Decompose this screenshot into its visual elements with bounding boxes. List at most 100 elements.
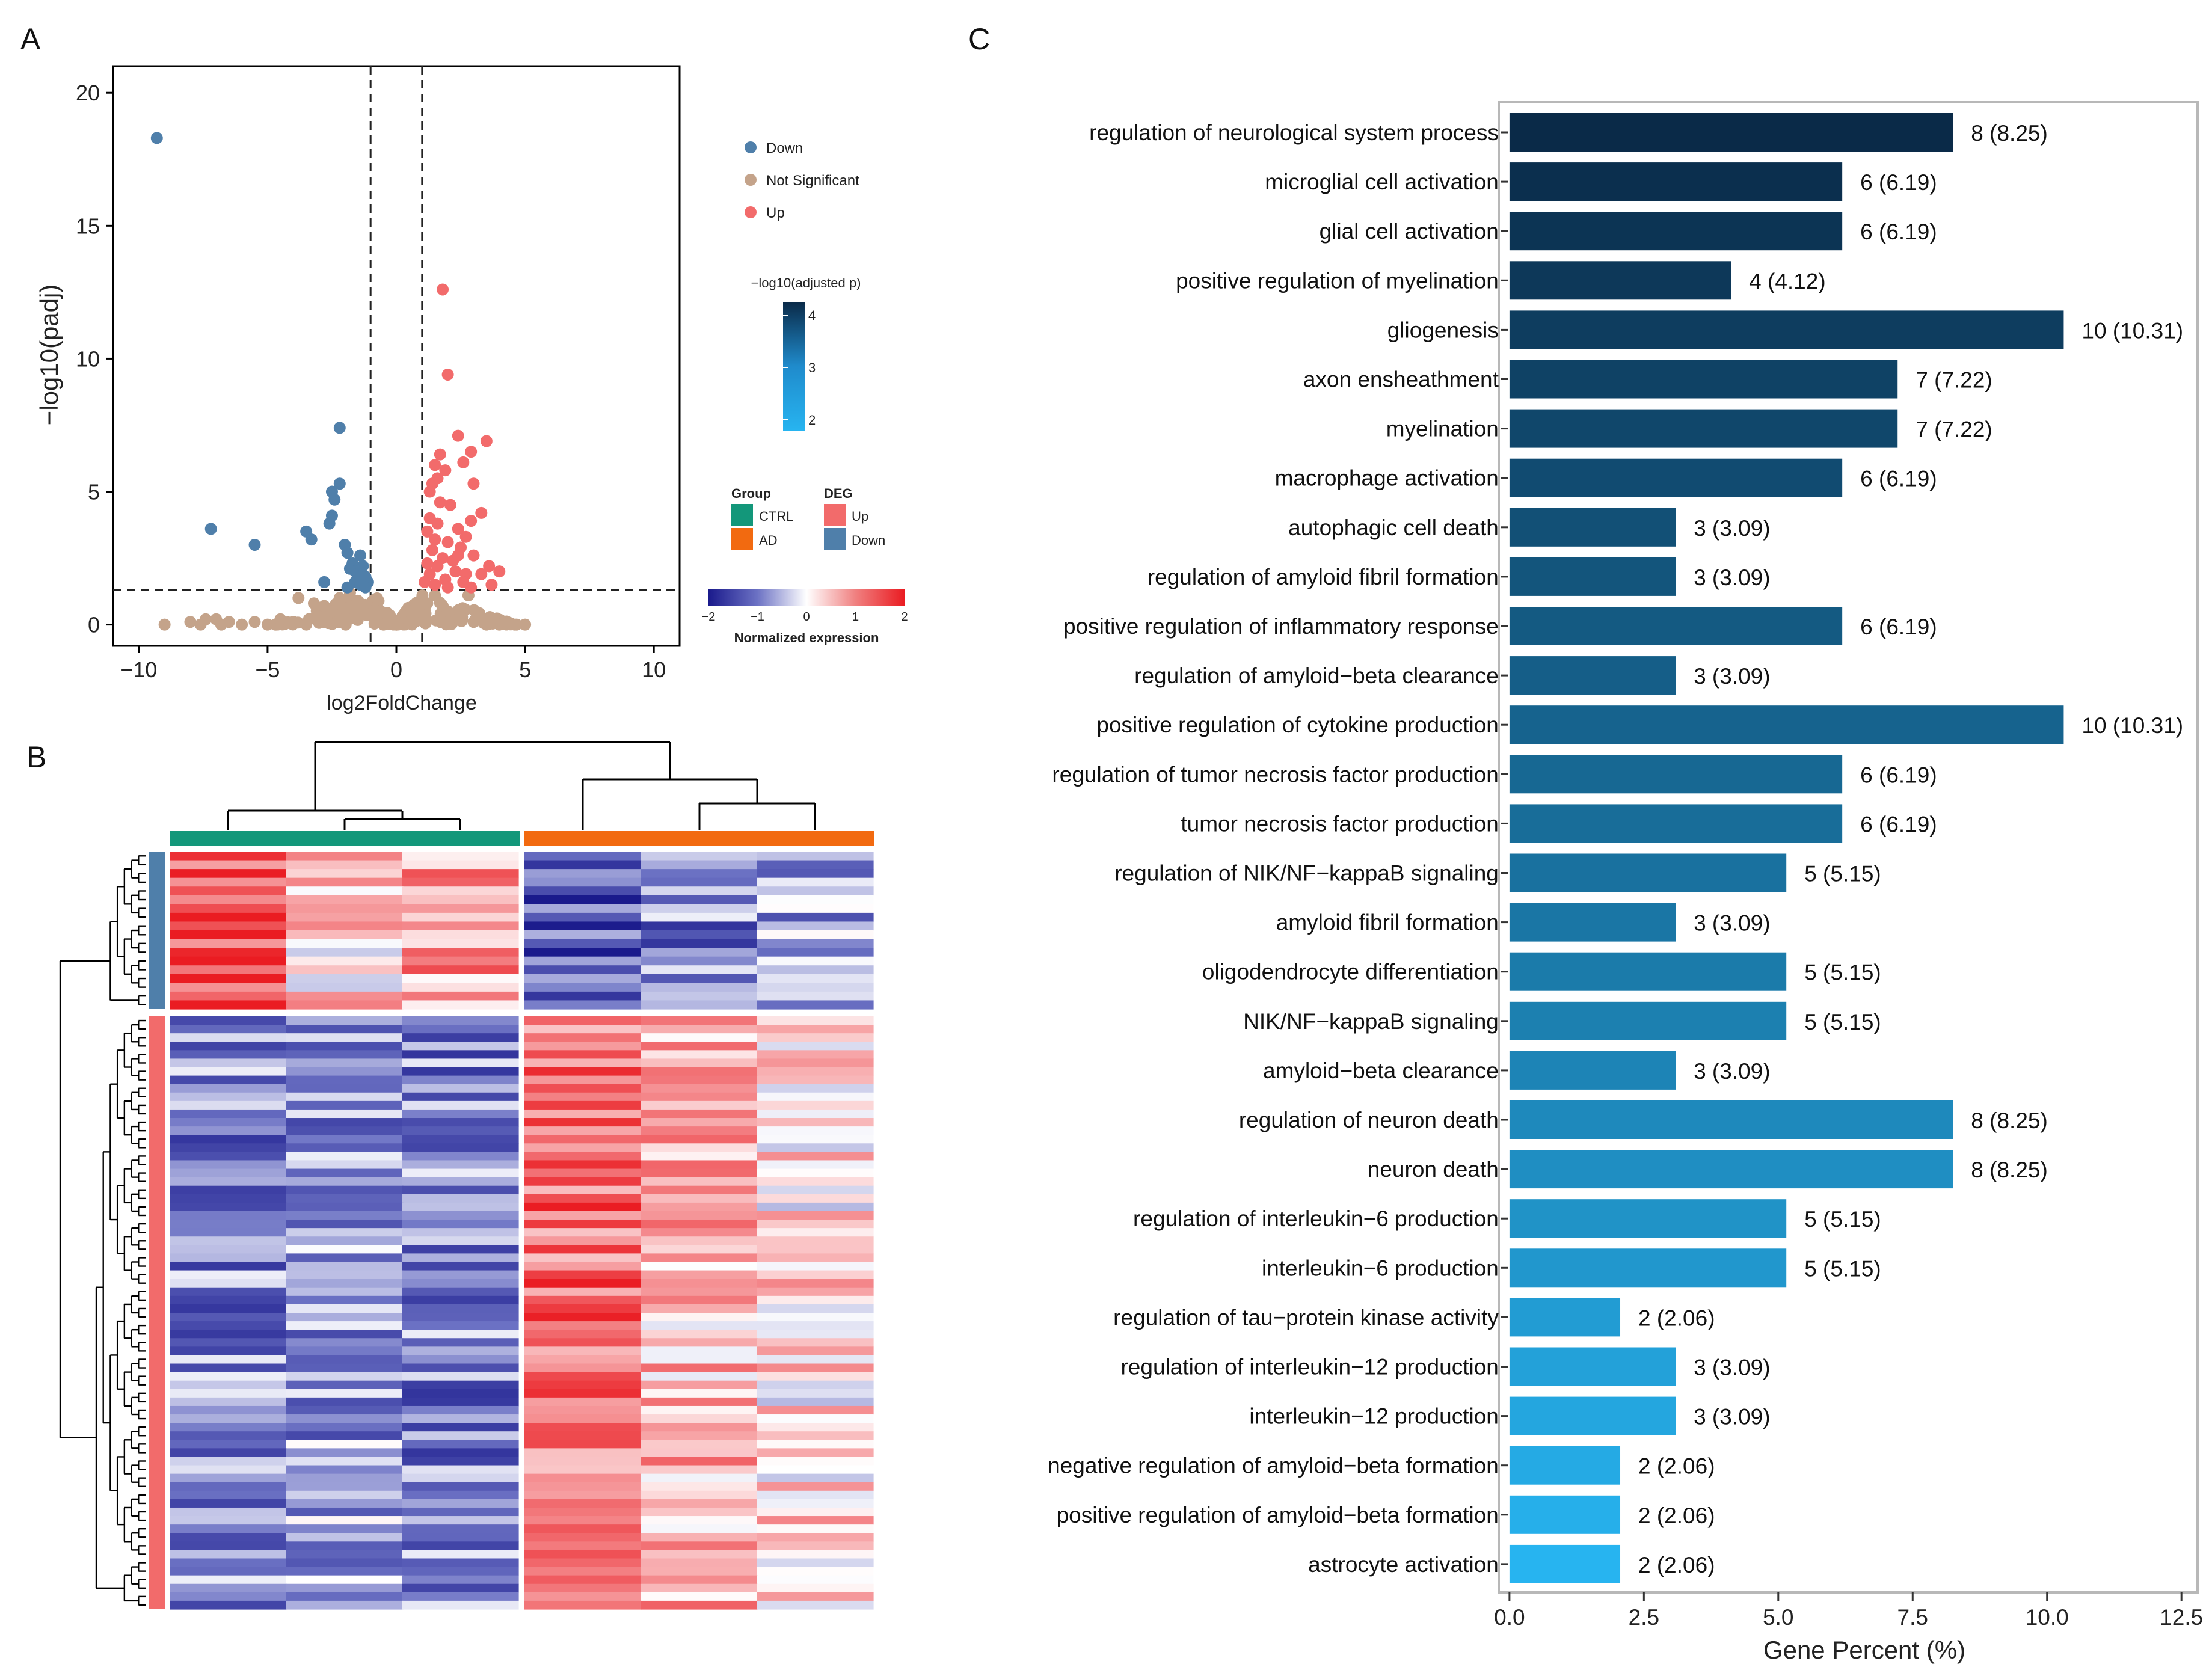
heatmap-cell xyxy=(641,895,758,904)
heatmap-cell xyxy=(170,1033,287,1042)
heatmap-cell xyxy=(524,1363,642,1373)
heatmap-cell xyxy=(170,1126,287,1135)
heatmap-cell xyxy=(524,1313,642,1322)
up-point xyxy=(485,579,498,591)
heatmap-cell xyxy=(524,1262,642,1271)
bar-chart-bars xyxy=(1509,113,2064,1583)
heatmap-cell xyxy=(757,1558,874,1568)
heatmap-cell xyxy=(402,912,519,922)
heatmap-cell xyxy=(641,956,758,966)
heatmap-cell xyxy=(524,1058,642,1068)
heatmap-cell xyxy=(402,1228,519,1237)
not-significant-point xyxy=(377,618,390,631)
heatmap-cell xyxy=(641,1135,758,1144)
heatmap-cell xyxy=(286,1457,404,1466)
heatmap-cell xyxy=(286,1499,404,1508)
category-label: glial cell activation xyxy=(1320,219,1499,244)
heatmap-cell xyxy=(757,860,874,870)
legend-group-label: CTRL xyxy=(759,509,793,524)
heatmap-cell xyxy=(641,1567,758,1576)
heatmap-cell xyxy=(757,1304,874,1313)
down-point xyxy=(328,493,341,506)
down-point xyxy=(305,533,318,546)
heatmap-cell xyxy=(641,912,758,922)
heatmap-cell xyxy=(641,1143,758,1152)
heatmap-cell xyxy=(286,939,404,948)
legend-deg-title: DEG xyxy=(824,486,853,501)
heatmap-cell xyxy=(170,1567,287,1576)
heatmap-cell xyxy=(757,1270,874,1280)
heatmap-cell xyxy=(286,1100,404,1110)
heatmap-cell xyxy=(170,1499,287,1508)
legend-label: Down xyxy=(766,140,803,156)
bar-value-label: 7 (7.22) xyxy=(1916,368,1992,393)
heatmap-cell xyxy=(170,1533,287,1542)
legend-group-swatch xyxy=(731,528,753,550)
heatmap-cell xyxy=(641,939,758,948)
heatmap-cell xyxy=(524,886,642,896)
heatmap-cell xyxy=(170,1372,287,1381)
up-point xyxy=(441,368,454,381)
heatmap-cell xyxy=(170,860,287,870)
heatmap-cell xyxy=(402,1279,519,1288)
heatmap-cell xyxy=(524,1575,642,1585)
category-label: NIK/NF−kappaB signaling xyxy=(1243,1009,1499,1034)
heatmap-cell xyxy=(524,1220,642,1229)
heatmap-cell xyxy=(402,1465,519,1475)
heatmap-cell xyxy=(641,1372,758,1381)
heatmap-cell xyxy=(402,1567,519,1576)
heatmap-cell xyxy=(524,956,642,966)
y-tick-label: 10 xyxy=(76,346,100,371)
heatmap-cell xyxy=(524,1397,642,1407)
heatmap-cell xyxy=(170,1000,287,1010)
heatmap-cell xyxy=(286,1397,404,1407)
bar-value-label: 3 (3.09) xyxy=(1694,565,1771,590)
heatmap-cell xyxy=(757,1405,874,1415)
heatmap-cell xyxy=(524,1372,642,1381)
heatmap-cell xyxy=(757,1245,874,1254)
heatmap-cell xyxy=(524,1279,642,1288)
heatmap-cell xyxy=(641,852,758,861)
heatmap-cell xyxy=(170,1473,287,1483)
heatmap-cell xyxy=(170,1211,287,1220)
not-significant-point xyxy=(519,618,532,631)
heatmap-cell xyxy=(757,1321,874,1330)
heatmap-cell xyxy=(641,1033,758,1042)
heatmap-cell xyxy=(286,1405,404,1415)
colorbar-tick-label: 3 xyxy=(808,360,816,375)
x-tick-label: 10.0 xyxy=(2026,1605,2069,1630)
heatmap-cell xyxy=(402,948,519,957)
heatmap-cell xyxy=(170,1058,287,1068)
not-significant-point xyxy=(261,618,274,631)
heatmap-cell xyxy=(757,965,874,975)
heatmap-cell xyxy=(524,1414,642,1423)
heatmap-cell xyxy=(524,1152,642,1161)
heatmap-cell xyxy=(641,1583,758,1593)
heatmap-cell xyxy=(641,1533,758,1542)
heatmap-cell xyxy=(524,991,642,1001)
down-point xyxy=(248,538,261,551)
heatmap-cell xyxy=(641,886,758,896)
heatmap-cell xyxy=(524,1245,642,1254)
heatmap-cell xyxy=(170,1414,287,1423)
heatmap-cell xyxy=(170,965,287,975)
category-label: interleukin−12 production xyxy=(1249,1404,1498,1429)
category-label: axon ensheathment xyxy=(1303,367,1499,392)
up-point xyxy=(493,565,506,578)
heatmap-cell xyxy=(402,852,519,861)
heatmap-cell xyxy=(524,1160,642,1170)
heatmap-cell xyxy=(402,1482,519,1491)
heatmap-cell xyxy=(286,869,404,879)
heatmap-cell xyxy=(641,1202,758,1212)
down-point xyxy=(318,576,331,588)
heatmap-cell xyxy=(641,1499,758,1508)
bar-value-label: 8 (8.25) xyxy=(1971,121,2048,146)
heatmap-cell xyxy=(402,1440,519,1449)
heatmap-cell xyxy=(286,1389,404,1398)
x-tick-label: 0 xyxy=(390,657,402,682)
heatmap-cell xyxy=(524,1109,642,1119)
heatmap-cell xyxy=(757,1541,874,1550)
heatmap-cell xyxy=(286,1016,404,1025)
heatmap-cell xyxy=(641,1287,758,1297)
